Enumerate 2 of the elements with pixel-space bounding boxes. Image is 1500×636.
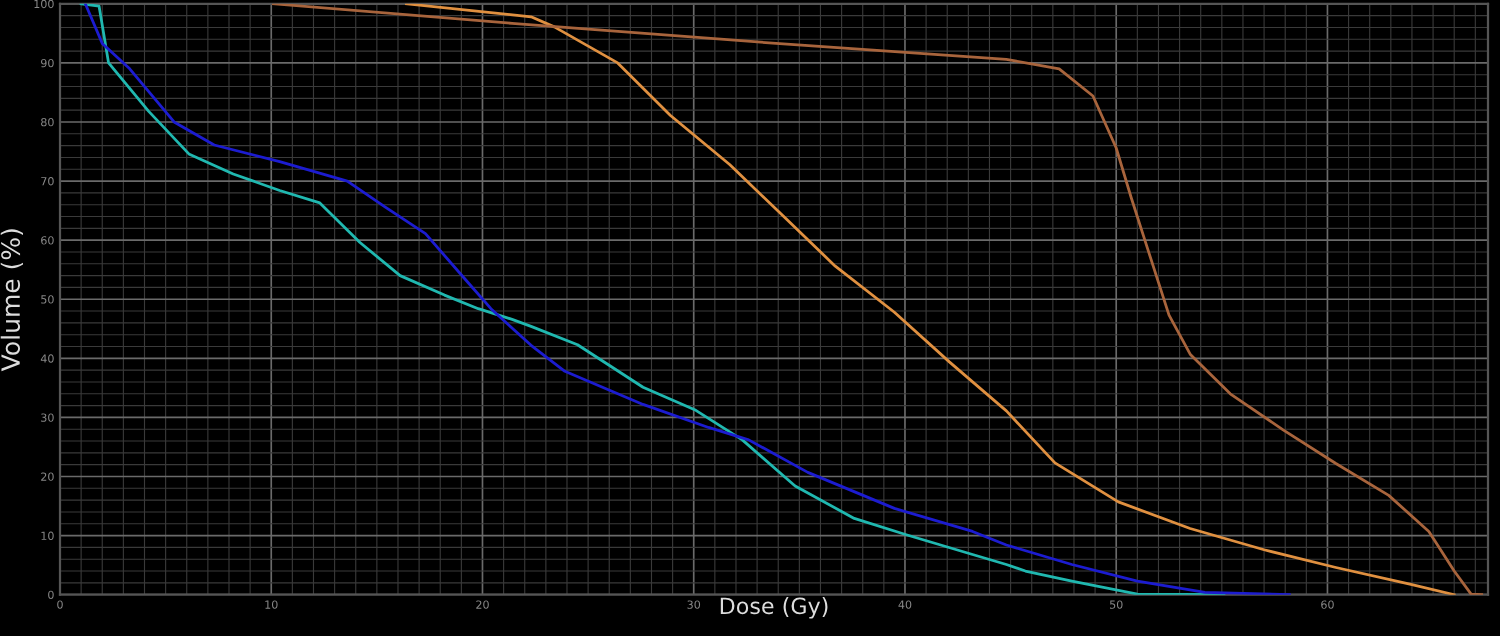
y-axis-title: Volume (%) — [0, 229, 23, 372]
x-axis-title: Dose (Gy) — [720, 597, 828, 619]
